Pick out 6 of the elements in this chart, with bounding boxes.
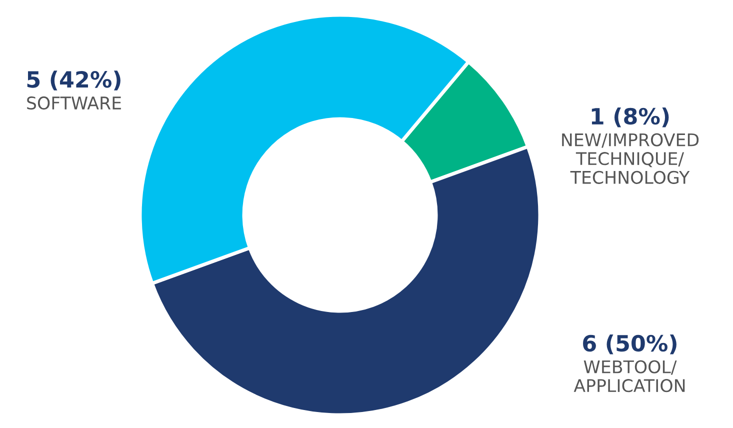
data-label: 1 (8%): [592, 107, 669, 128]
slice-label: SOFTWARE: [27, 96, 121, 110]
data-label: 6 (50%): [583, 334, 676, 354]
slice-label: WEBTOOL/ APPLICATION: [574, 360, 685, 392]
data-label: 5 (42%): [27, 70, 120, 90]
slice-label: NEW/IMPROVED TECHNIQUE/ TECHNOLOGY: [562, 133, 699, 184]
